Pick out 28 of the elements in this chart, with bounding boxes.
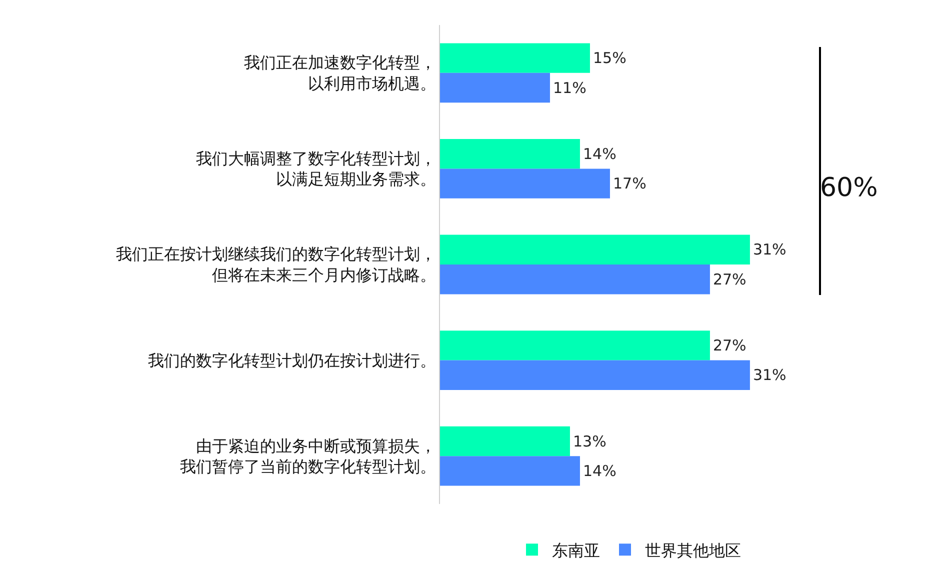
bar	[440, 360, 750, 390]
bar	[440, 426, 570, 456]
data-label: 31%	[752, 366, 786, 384]
legend-label: 东南亚	[552, 540, 600, 560]
bar	[440, 330, 710, 360]
y-tick-label: 我们的数字化转型计划仍在按计划进行。	[148, 350, 436, 370]
bar	[440, 168, 610, 198]
bar	[440, 264, 710, 294]
data-label: 11%	[552, 78, 586, 97]
data-label: 14%	[582, 144, 616, 163]
y-tick-label: 我们大幅调整了数字化转型计划，以满足短期业务需求。	[196, 148, 436, 189]
bar	[440, 234, 750, 264]
legend-label: 世界其他地区	[645, 540, 741, 560]
y-tick-label: 由于紧迫的业务中断或预算损失，我们暂停了当前的数字化转型计划。	[180, 436, 436, 476]
bar	[440, 456, 580, 486]
bar	[440, 72, 550, 103]
data-label: 27%	[712, 270, 746, 288]
y-tick-label: 我们正在加速数字化转型，以利用市场机遇。	[244, 53, 436, 93]
bar	[440, 139, 580, 169]
data-label: 13%	[572, 432, 606, 450]
data-label: 14%	[582, 462, 616, 480]
data-label: 31%	[752, 240, 786, 259]
data-label: 15%	[592, 49, 626, 68]
y-tick-label: 我们正在按计划继续我们的数字化转型计划，但将在未来三个月内修订战略。	[116, 244, 436, 284]
data-label: 27%	[712, 336, 746, 354]
data-label: 17%	[612, 174, 646, 193]
text: 60%	[820, 173, 878, 203]
bar	[440, 43, 590, 73]
